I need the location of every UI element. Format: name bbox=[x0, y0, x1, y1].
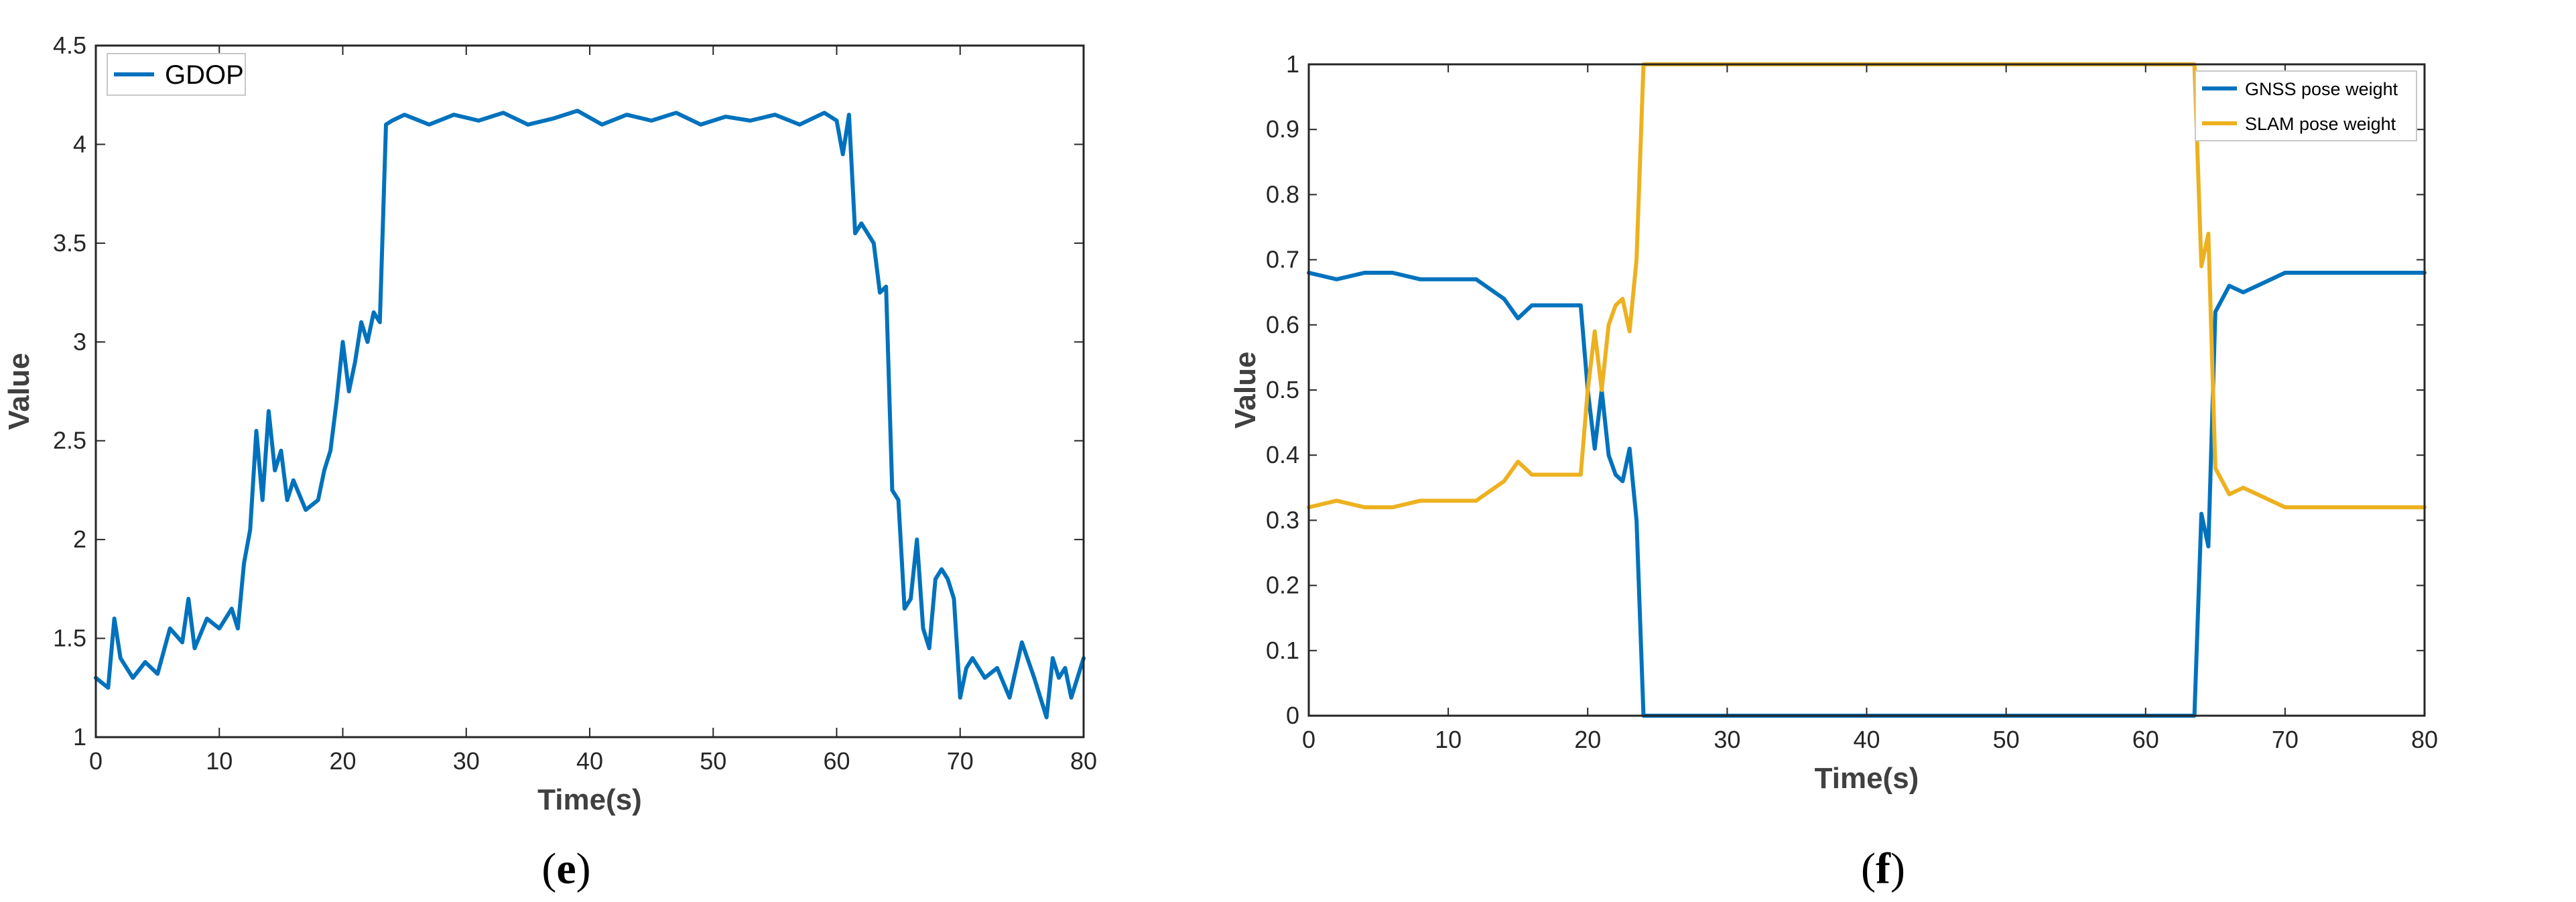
y-tick-label: 0.4 bbox=[1266, 441, 1299, 468]
legend-label: SLAM pose weight bbox=[2245, 114, 2396, 134]
legend-box bbox=[2195, 70, 2417, 141]
x-tick-label: 30 bbox=[453, 747, 480, 775]
legend-f: GNSS pose weight SLAM pose weight bbox=[2195, 70, 2417, 141]
x-tick-label: 40 bbox=[576, 747, 603, 775]
series-line-f-0 bbox=[1307, 271, 2427, 718]
caption-f-text: (f) bbox=[1861, 844, 1905, 893]
series-layer-f bbox=[1307, 62, 2427, 718]
x-tick-label: 80 bbox=[1070, 747, 1097, 775]
y-tick-label: 0.3 bbox=[1266, 506, 1299, 533]
caption-f: (f) bbox=[1861, 844, 1905, 893]
x-tick-label: 70 bbox=[947, 747, 974, 775]
y-tick-label: 1 bbox=[73, 723, 86, 751]
tick-layer-e: 0 10 20 30 40 50 60 70 80 1 1.5 2 2.5 3 3.5 4 4.5 bbox=[53, 31, 1097, 775]
y-tick-label: 0.7 bbox=[1266, 246, 1299, 273]
x-tick-label: 60 bbox=[2132, 726, 2159, 753]
y-tick-label: 0.1 bbox=[1266, 637, 1299, 664]
legend-label: GDOP bbox=[165, 60, 244, 90]
x-tick-label: 60 bbox=[823, 747, 850, 775]
legend-label: GNSS pose weight bbox=[2245, 79, 2398, 99]
y-tick-label: 0 bbox=[1286, 702, 1299, 729]
series-line-e-0 bbox=[94, 109, 1086, 720]
y-tick-label: 2 bbox=[73, 525, 86, 553]
x-tick-label: 20 bbox=[329, 747, 356, 775]
y-tick-label: 0.9 bbox=[1266, 115, 1299, 143]
x-axis-label-f: Time(s) bbox=[1815, 762, 1919, 795]
chart-panel-e: 0 10 20 30 40 50 60 70 80 1 1.5 2 2.5 3 3.5 4 4.5 Time(s… bbox=[3, 31, 1097, 816]
y-tick-label: 3.5 bbox=[53, 229, 86, 257]
series-line-f-1 bbox=[1307, 62, 2427, 509]
series-layer-e bbox=[94, 109, 1086, 720]
y-tick-label: 0.5 bbox=[1266, 376, 1299, 403]
y-tick-label: 4.5 bbox=[53, 31, 86, 59]
y-tick-label: 1 bbox=[1286, 50, 1299, 78]
tick-layer-f: 0 10 20 30 40 50 60 70 80 0 0.1 0.2 0.3 0.4 0.5 0.6 0.7 0… bbox=[1266, 50, 2438, 753]
y-tick-label: 2.5 bbox=[53, 427, 86, 454]
y-tick-label: 4 bbox=[73, 130, 86, 157]
x-tick-label: 70 bbox=[2272, 726, 2299, 753]
y-axis-label-e: Value bbox=[3, 353, 36, 430]
x-tick-label: 50 bbox=[1993, 726, 2020, 753]
x-tick-label: 20 bbox=[1574, 726, 1601, 753]
y-tick-label: 0.2 bbox=[1266, 572, 1299, 599]
x-tick-label: 0 bbox=[89, 747, 103, 775]
y-tick-label: 1.5 bbox=[53, 625, 86, 652]
legend-e: GDOP bbox=[107, 53, 246, 96]
x-tick-label: 0 bbox=[1302, 726, 1315, 753]
y-tick-label: 3 bbox=[73, 328, 86, 355]
y-axis-label-f: Value bbox=[1229, 352, 1262, 429]
x-tick-label: 10 bbox=[206, 747, 233, 775]
y-tick-label: 0.8 bbox=[1266, 180, 1299, 208]
x-tick-label: 30 bbox=[1714, 726, 1740, 753]
y-tick-label: 0.6 bbox=[1266, 311, 1299, 338]
chart-panel-f: 0 10 20 30 40 50 60 70 80 0 0.1 0.2 0.3 0.4 0.5 0.6 0.7 0… bbox=[1229, 50, 2438, 795]
caption-e: (e) bbox=[541, 844, 590, 893]
x-tick-label: 10 bbox=[1435, 726, 1462, 753]
x-axis-label-e: Time(s) bbox=[537, 783, 642, 816]
x-tick-label: 80 bbox=[2411, 726, 2438, 753]
caption-e-text: (e) bbox=[541, 844, 590, 893]
x-tick-label: 40 bbox=[1853, 726, 1880, 753]
x-tick-label: 50 bbox=[700, 747, 726, 775]
